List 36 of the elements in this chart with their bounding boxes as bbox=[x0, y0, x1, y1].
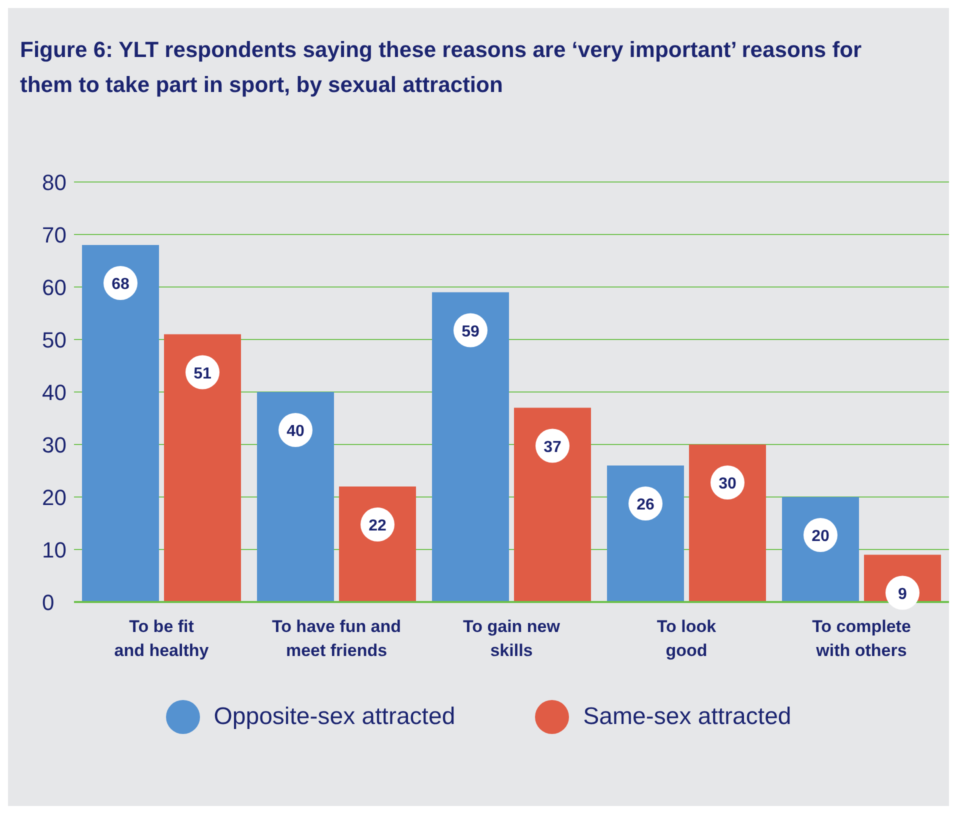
x-tick-label: To be fit and healthy bbox=[114, 617, 210, 660]
bar bbox=[607, 466, 684, 602]
y-tick-label: 30 bbox=[42, 432, 66, 458]
bar bbox=[339, 486, 416, 602]
data-label: 68 bbox=[112, 276, 130, 293]
data-label: 9 bbox=[898, 586, 908, 603]
y-tick-label: 10 bbox=[42, 537, 66, 562]
data-label: 40 bbox=[286, 423, 304, 440]
bar bbox=[164, 334, 241, 602]
data-label: 30 bbox=[718, 476, 736, 492]
y-tick-label: 0 bbox=[42, 590, 54, 615]
data-label: 51 bbox=[194, 365, 212, 382]
chart-title: Figure 6: YLT respondents saying these reasons are ‘very important’ reasons for them to take part in sport, by sexual attraction bbox=[19, 36, 863, 99]
y-tick-label: 40 bbox=[42, 380, 66, 405]
data-label: 26 bbox=[636, 496, 654, 514]
data-label: 20 bbox=[812, 528, 830, 545]
y-tick-label: 70 bbox=[42, 222, 66, 248]
bar bbox=[432, 292, 509, 602]
data-label: 59 bbox=[462, 323, 480, 340]
x-tick-label: To gain new skills bbox=[463, 617, 561, 660]
legend-label: Opposite-sex attracted bbox=[214, 703, 456, 731]
bar bbox=[257, 392, 334, 602]
bar bbox=[82, 245, 159, 602]
y-tick-label: 50 bbox=[42, 327, 66, 352]
y-tick-label: 60 bbox=[42, 274, 66, 300]
x-tick-label: To have fun and meet friends bbox=[272, 617, 402, 660]
bar bbox=[514, 408, 591, 602]
bar bbox=[689, 444, 766, 602]
y-tick-label: 80 bbox=[42, 170, 66, 195]
legend-label: Same-sex attracted bbox=[583, 703, 792, 731]
x-tick-label: To complete with others bbox=[812, 617, 911, 660]
data-label: 22 bbox=[368, 518, 386, 534]
data-label: 37 bbox=[544, 438, 562, 456]
bar bbox=[782, 497, 859, 602]
x-tick-label: To look good bbox=[656, 617, 717, 660]
y-tick-label: 20 bbox=[42, 484, 66, 510]
